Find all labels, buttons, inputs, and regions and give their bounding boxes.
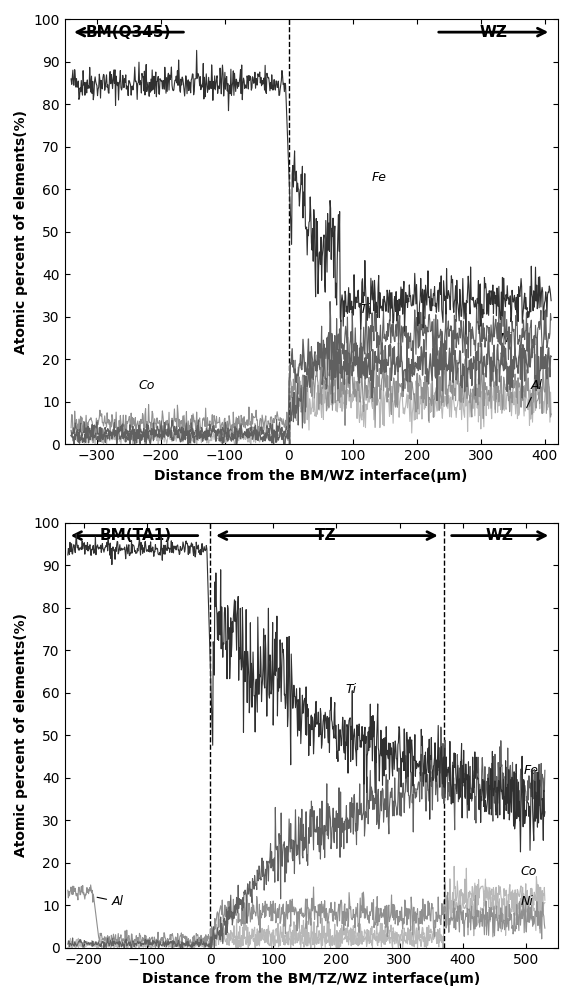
Text: Ti: Ti	[359, 303, 370, 316]
Text: BM(Q345): BM(Q345)	[86, 25, 171, 40]
Text: Al: Al	[527, 379, 543, 408]
Text: WZ: WZ	[480, 25, 508, 40]
Y-axis label: Atomic percent of elements(%): Atomic percent of elements(%)	[14, 110, 28, 354]
Text: Fe: Fe	[523, 764, 539, 777]
Text: Ni: Ni	[500, 332, 513, 345]
Text: Co: Co	[521, 865, 537, 878]
X-axis label: Distance from the BM/TZ/WZ interface(μm): Distance from the BM/TZ/WZ interface(μm)	[142, 972, 480, 986]
X-axis label: Distance from the BM/WZ interface(μm): Distance from the BM/WZ interface(μm)	[154, 469, 468, 483]
Text: Al: Al	[97, 895, 124, 908]
Text: Ni: Ni	[521, 895, 533, 908]
Text: Ti: Ti	[346, 683, 357, 696]
Text: BM(TA1): BM(TA1)	[99, 528, 171, 543]
Text: Fe: Fe	[372, 171, 387, 184]
Text: WZ: WZ	[485, 528, 513, 543]
Text: Co: Co	[138, 379, 155, 392]
Text: TZ: TZ	[315, 528, 336, 543]
Y-axis label: Atomic percent of elements(%): Atomic percent of elements(%)	[14, 613, 28, 857]
